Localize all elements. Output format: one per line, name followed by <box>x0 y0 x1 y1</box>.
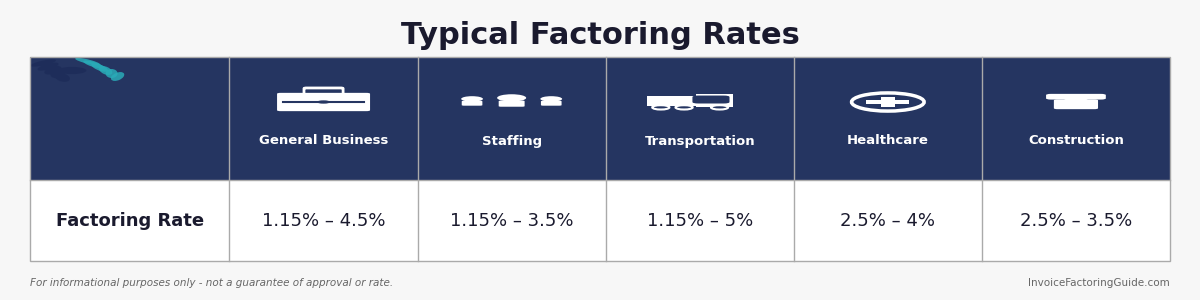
Circle shape <box>461 96 482 102</box>
Ellipse shape <box>83 61 104 68</box>
Circle shape <box>540 96 562 102</box>
Bar <box>881 97 895 107</box>
Circle shape <box>710 105 728 110</box>
FancyBboxPatch shape <box>277 93 370 111</box>
Bar <box>647 96 696 106</box>
Bar <box>866 100 910 104</box>
Ellipse shape <box>44 66 61 75</box>
Ellipse shape <box>106 69 118 78</box>
Text: InvoiceFactoringGuide.com: InvoiceFactoringGuide.com <box>1028 278 1170 288</box>
Ellipse shape <box>110 72 125 81</box>
Ellipse shape <box>37 62 59 71</box>
Ellipse shape <box>50 69 65 78</box>
Text: General Business: General Business <box>259 134 389 148</box>
Text: For informational purposes only - not a guarantee of approval or rate.: For informational purposes only - not a … <box>30 278 394 288</box>
Text: 2.5% – 4%: 2.5% – 4% <box>840 212 935 230</box>
Text: Staffing: Staffing <box>481 134 541 148</box>
Ellipse shape <box>98 66 113 75</box>
Circle shape <box>653 105 670 110</box>
Ellipse shape <box>1058 95 1094 98</box>
Text: 1.15% – 3.5%: 1.15% – 3.5% <box>450 212 574 230</box>
FancyBboxPatch shape <box>692 95 730 104</box>
Bar <box>696 94 733 107</box>
Ellipse shape <box>55 73 70 82</box>
Text: Factoring Rate: Factoring Rate <box>55 212 204 230</box>
Text: 1.15% – 5%: 1.15% – 5% <box>647 212 752 230</box>
Circle shape <box>317 100 330 104</box>
Ellipse shape <box>76 58 100 65</box>
Text: Construction: Construction <box>1028 134 1124 148</box>
FancyBboxPatch shape <box>541 101 562 106</box>
FancyBboxPatch shape <box>1046 94 1106 100</box>
Text: Transportation: Transportation <box>644 134 755 148</box>
Ellipse shape <box>30 59 56 67</box>
FancyBboxPatch shape <box>462 101 482 106</box>
FancyBboxPatch shape <box>1054 100 1098 109</box>
Bar <box>30 57 1170 180</box>
Circle shape <box>676 105 692 110</box>
Circle shape <box>1064 98 1088 103</box>
Text: Healthcare: Healthcare <box>847 134 929 148</box>
Bar <box>30 57 1170 261</box>
Text: 2.5% – 3.5%: 2.5% – 3.5% <box>1020 212 1132 230</box>
FancyBboxPatch shape <box>499 100 524 107</box>
Circle shape <box>497 94 526 101</box>
Circle shape <box>58 67 86 74</box>
Bar <box>30 180 1170 261</box>
Text: Typical Factoring Rates: Typical Factoring Rates <box>401 21 799 50</box>
Text: 1.15% – 4.5%: 1.15% – 4.5% <box>262 212 385 230</box>
Ellipse shape <box>91 63 108 72</box>
